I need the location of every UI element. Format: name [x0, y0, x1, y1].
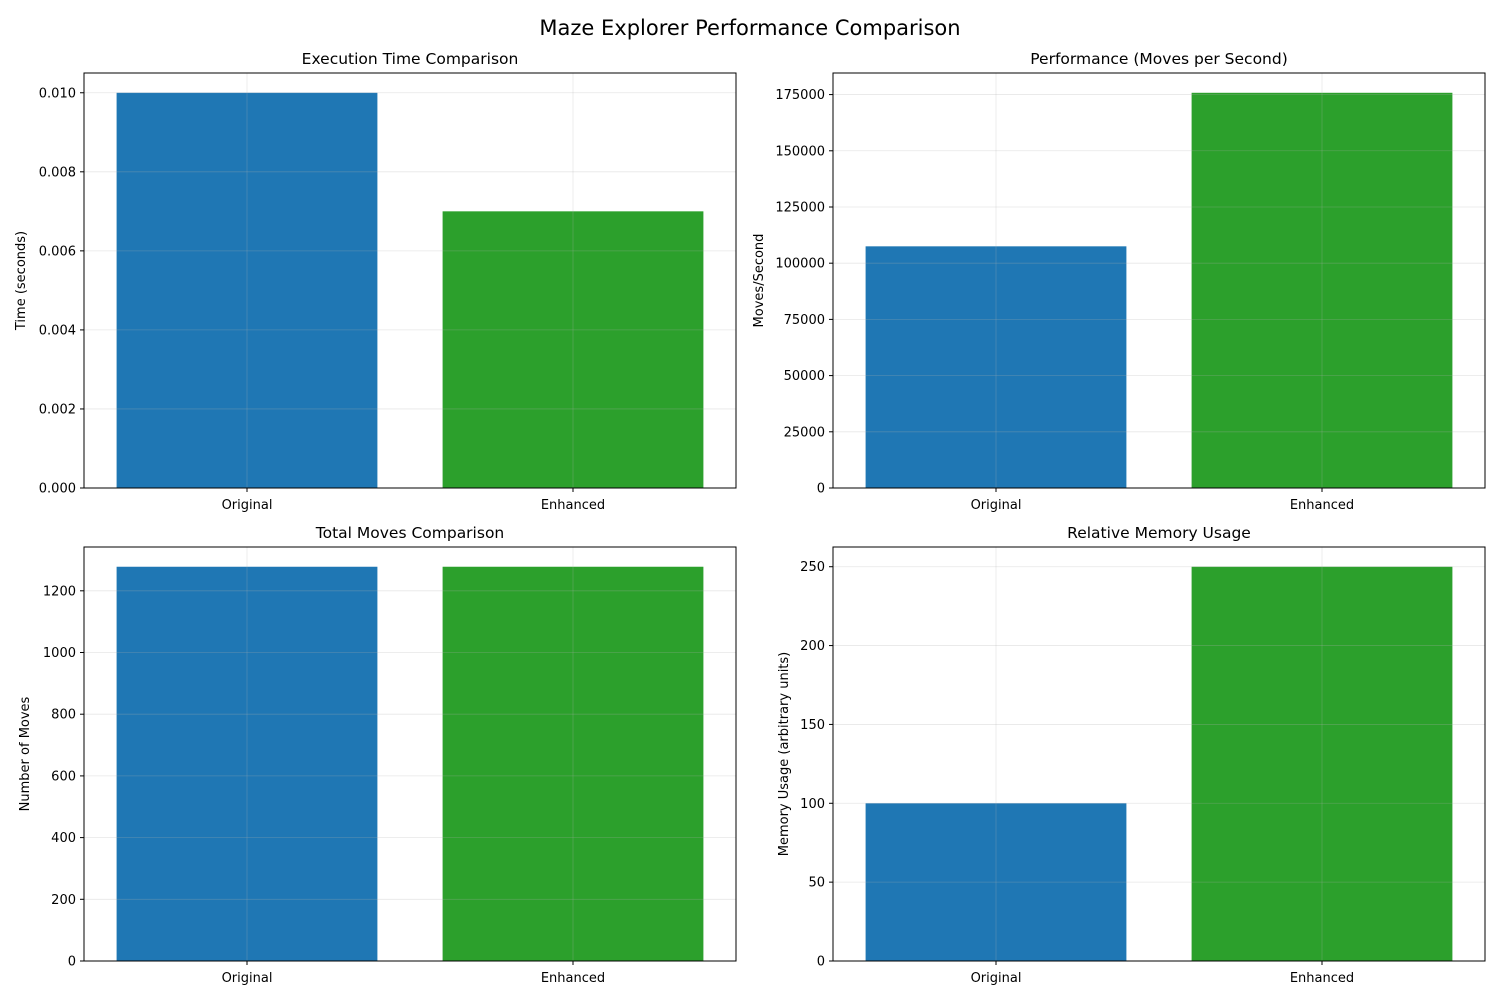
bar-original — [865, 246, 1127, 488]
bar-original — [116, 92, 378, 488]
y-tick-label: 200 — [800, 639, 825, 654]
chart-exec-time: 0.000 0.002 0.004 0.006 0.008 0.010 Original En… — [14, 50, 737, 513]
axes-frame — [832, 546, 1486, 962]
y-tick-label: 0.002 — [39, 402, 76, 417]
chart-title: Total Moves Comparison — [315, 524, 505, 542]
y-tick-label: 200 — [51, 893, 76, 908]
bar-original — [865, 803, 1127, 961]
x-tick-label: Original — [971, 498, 1022, 513]
y-axis-label: Memory Usage (arbitrary units) — [777, 652, 792, 857]
chart-title: Performance (Moves per Second) — [1030, 50, 1288, 68]
chart-memory-usage: 0 50 100 150 200 250 Original Enhanced Relative … — [777, 524, 1486, 986]
x-tick-label: Enhanced — [541, 498, 605, 513]
y-tick-label: 150000 — [775, 144, 825, 159]
y-tick-label: 25000 — [784, 425, 825, 440]
axes-frame — [832, 72, 1486, 489]
y-tick-label: 0.010 — [39, 86, 76, 101]
y-tick-label: 75000 — [784, 313, 825, 328]
bar-enhanced — [1191, 92, 1453, 488]
y-tick-label: 0.004 — [39, 323, 76, 338]
y-tick-label: 50000 — [784, 369, 825, 384]
y-tick-label: 400 — [51, 831, 76, 846]
bar-enhanced — [1191, 566, 1453, 961]
x-tick-label: Original — [222, 971, 273, 986]
y-tick-label: 50 — [808, 876, 825, 891]
y-tick-label: 800 — [51, 708, 76, 723]
y-tick-label: 0 — [817, 955, 825, 970]
y-tick-label: 0.000 — [39, 482, 76, 497]
bar-enhanced — [442, 566, 704, 961]
x-tick-label: Enhanced — [541, 971, 605, 986]
y-tick-label: 250 — [800, 560, 825, 575]
axes-frame — [83, 546, 737, 962]
x-tick-label: Original — [222, 498, 273, 513]
x-tick-label: Enhanced — [1290, 971, 1354, 986]
bar-original — [116, 566, 378, 961]
y-tick-label: 0 — [68, 955, 76, 970]
chart-title: Execution Time Comparison — [302, 50, 519, 68]
bar-enhanced — [442, 211, 704, 489]
chart-total-moves: 0 200 400 600 800 1000 1200 Original Enhanced Tot… — [18, 524, 737, 986]
y-axis-label: Time (seconds) — [14, 231, 29, 331]
y-tick-label: 100 — [800, 797, 825, 812]
chart-title: Relative Memory Usage — [1067, 524, 1251, 542]
y-tick-label: 600 — [51, 769, 76, 784]
y-tick-label: 1000 — [43, 646, 76, 661]
chart-moves-per-second: 0 25000 50000 75000 100000 125000 150000 175000… — [752, 50, 1486, 513]
y-tick-label: 100000 — [775, 257, 825, 272]
y-tick-label: 175000 — [775, 88, 825, 103]
y-tick-label: 0.008 — [39, 165, 76, 180]
x-tick-label: Enhanced — [1290, 498, 1354, 513]
axes-frame — [83, 72, 737, 489]
y-tick-label: 1200 — [43, 584, 76, 599]
y-tick-label: 150 — [800, 718, 825, 733]
y-tick-label: 0 — [817, 482, 825, 497]
y-axis-label: Number of Moves — [18, 696, 33, 811]
figure-title: Maze Explorer Performance Comparison — [539, 16, 961, 40]
y-axis-label: Moves/Second — [752, 234, 767, 328]
y-tick-label: 125000 — [775, 200, 825, 215]
x-tick-label: Original — [971, 971, 1022, 986]
y-tick-label: 0.006 — [39, 244, 76, 259]
